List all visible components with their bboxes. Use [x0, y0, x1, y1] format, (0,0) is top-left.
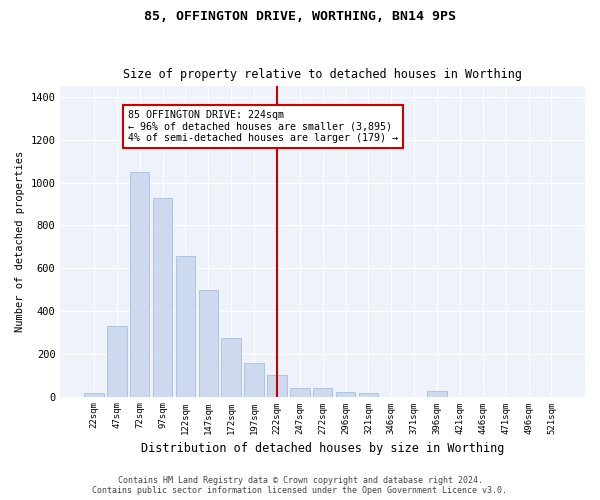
Bar — [267, 375, 287, 396]
Bar — [290, 388, 310, 396]
Bar — [153, 198, 172, 396]
Bar — [336, 392, 355, 396]
Bar — [107, 326, 127, 396]
Title: Size of property relative to detached houses in Worthing: Size of property relative to detached ho… — [123, 68, 522, 81]
Text: Contains HM Land Registry data © Crown copyright and database right 2024.
Contai: Contains HM Land Registry data © Crown c… — [92, 476, 508, 495]
Text: 85, OFFINGTON DRIVE, WORTHING, BN14 9PS: 85, OFFINGTON DRIVE, WORTHING, BN14 9PS — [144, 10, 456, 23]
Bar — [221, 338, 241, 396]
Bar — [427, 391, 447, 396]
Bar — [130, 172, 149, 396]
Bar — [244, 364, 264, 396]
Bar — [313, 388, 332, 396]
Y-axis label: Number of detached properties: Number of detached properties — [15, 151, 25, 332]
Bar — [199, 290, 218, 397]
Bar — [84, 394, 104, 396]
Text: 85 OFFINGTON DRIVE: 224sqm
← 96% of detached houses are smaller (3,895)
4% of se: 85 OFFINGTON DRIVE: 224sqm ← 96% of deta… — [128, 110, 398, 143]
Bar — [176, 256, 195, 396]
X-axis label: Distribution of detached houses by size in Worthing: Distribution of detached houses by size … — [141, 442, 505, 455]
Bar — [359, 394, 378, 396]
